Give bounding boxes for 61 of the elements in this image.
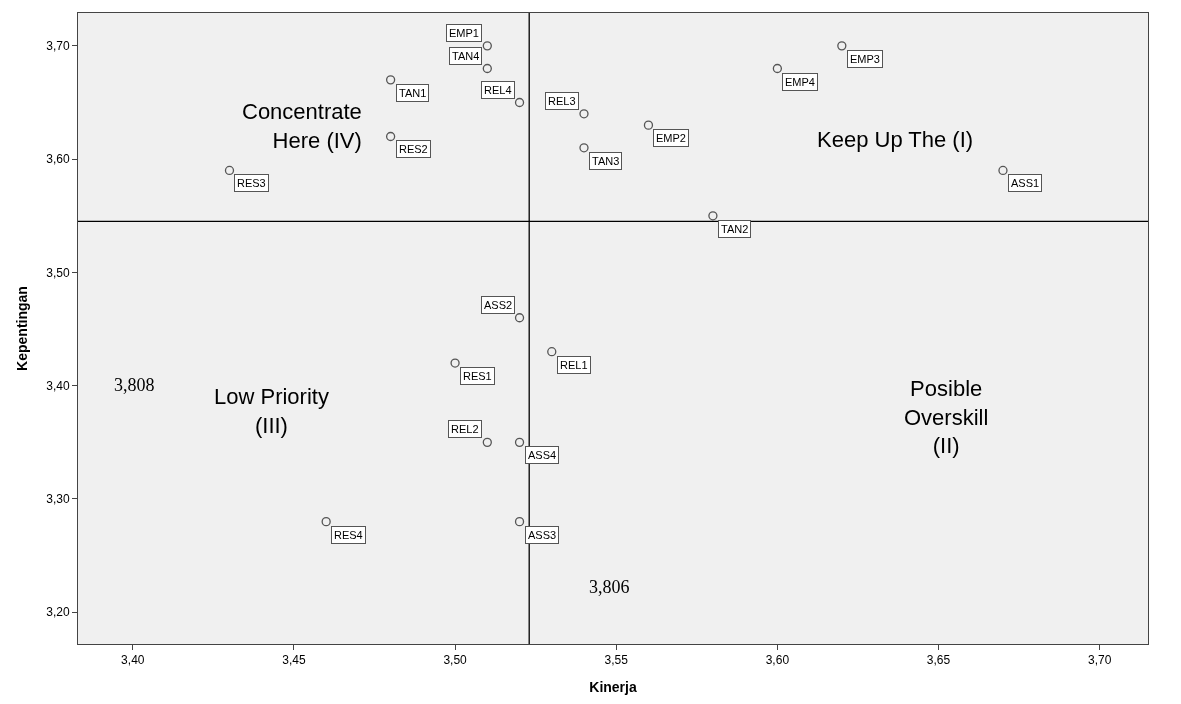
y-tick-label: 3,40 — [46, 378, 70, 393]
annotation: RES2 — [399, 143, 428, 155]
annotation: Posible Overskill (II) — [904, 376, 989, 459]
y-tick-label: 3,60 — [46, 152, 70, 167]
y-tick-label: 3,30 — [46, 492, 70, 507]
annotation: EMP2 — [656, 132, 686, 144]
point — [482, 437, 492, 447]
annotation: RES1 — [463, 370, 492, 382]
point — [998, 165, 1008, 176]
point — [514, 437, 525, 447]
point — [514, 97, 525, 108]
point — [514, 517, 525, 527]
x-tick-label: 3,60 — [765, 653, 790, 668]
annotation: TAN2 — [721, 223, 749, 235]
annotation: TAN3 — [592, 155, 620, 167]
point — [579, 143, 589, 153]
point — [385, 75, 396, 85]
annotation: TAN1 — [399, 87, 427, 99]
y-tick-label: 3,20 — [46, 605, 70, 620]
point — [643, 120, 654, 130]
annotation: ASS4 — [528, 449, 557, 461]
x-axis-title: Kinerja — [589, 678, 637, 695]
annotation: Keep Up The (I) — [817, 127, 974, 152]
point — [450, 358, 460, 368]
annotation: REL1 — [560, 359, 588, 371]
point — [837, 41, 847, 51]
point — [321, 517, 331, 527]
point — [579, 109, 589, 119]
x-tick-label: 3,65 — [926, 653, 951, 668]
y-tick-label: 3,50 — [46, 265, 70, 280]
annotation: 3,808 — [114, 375, 155, 395]
annotation: EMP3 — [850, 53, 880, 65]
y-axis-title: Kepentingan — [13, 286, 30, 371]
annotation: ASS2 — [484, 299, 513, 311]
x-tick-label: 3,55 — [604, 653, 629, 668]
point — [385, 131, 396, 142]
point — [224, 165, 235, 176]
annotation: REL4 — [484, 84, 512, 96]
annotation: RES4 — [334, 529, 363, 541]
annotation: ASS3 — [528, 529, 557, 541]
point — [772, 63, 783, 74]
x-tick-label: 3,70 — [1087, 653, 1112, 668]
x-tick-label: 3,40 — [121, 653, 145, 668]
x-tick-label: 3,50 — [443, 653, 468, 668]
point — [708, 211, 718, 221]
annotation: EMP4 — [785, 76, 815, 88]
annotation: Concentrate Here (IV) — [242, 99, 362, 153]
point — [547, 347, 557, 357]
annotation: 3,806 — [589, 577, 630, 597]
point — [482, 41, 492, 51]
annotation: EMP1 — [449, 27, 479, 39]
y-tick-label: 3,70 — [46, 39, 70, 54]
point — [482, 63, 492, 74]
annotation: TAN4 — [452, 50, 480, 62]
point — [514, 313, 525, 323]
annotation: ASS1 — [1011, 177, 1040, 189]
annotation: REL3 — [548, 95, 576, 107]
annotation: REL2 — [451, 423, 479, 435]
x-tick-label: 3,45 — [282, 653, 306, 668]
annotation: RES3 — [237, 177, 266, 189]
annotation: Low Priority (III) — [214, 384, 329, 438]
